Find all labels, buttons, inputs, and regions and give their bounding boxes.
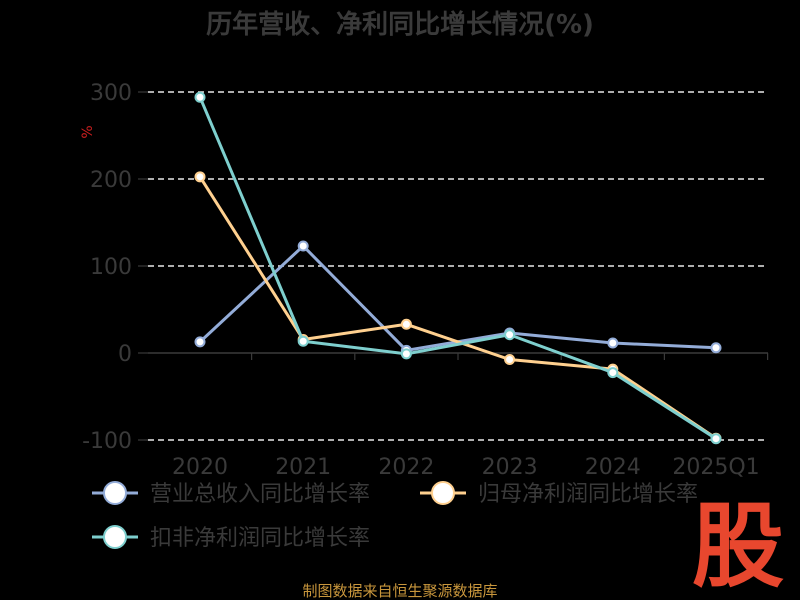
series-1-point <box>710 342 722 354</box>
legend-label: 归母净利润同比增长率 <box>478 482 698 507</box>
series-2-point <box>504 354 516 366</box>
y-tick-label: 0 <box>118 342 132 367</box>
series-layer <box>194 91 722 445</box>
series-1-point <box>297 240 309 252</box>
legend-item-2[interactable]: 归母净利润同比增长率 <box>420 481 698 507</box>
data-source-note: 制图数据来自恒生聚源数据库 <box>302 582 497 600</box>
legend-marker <box>431 481 455 505</box>
x-tick-label: 2025Q1 <box>672 455 759 480</box>
x-tick-label: 2022 <box>378 455 434 480</box>
legend-label: 扣非净利润同比增长率 <box>150 526 370 551</box>
x-axis: 2020 2021 2022 2023 2024 2025Q1 <box>172 353 769 480</box>
y-tick-labels: -100 0 100 200 300 <box>82 81 132 454</box>
y-tick-label: 300 <box>90 81 132 106</box>
series-3-point <box>297 335 309 347</box>
y-tick-label: 100 <box>90 255 132 280</box>
x-tick-label: 2020 <box>172 455 228 480</box>
y-axis-label: % <box>80 125 96 138</box>
grid-lines <box>138 91 768 441</box>
series-2-point <box>194 171 206 183</box>
series-2-point <box>400 318 412 330</box>
logo: 股 <box>692 493 784 600</box>
legend-label: 营业总收入同比增长率 <box>150 482 370 507</box>
series-1-point <box>607 337 619 349</box>
series-3-point <box>504 329 516 341</box>
series-line-3 <box>198 96 717 440</box>
x-tick-label: 2024 <box>585 455 641 480</box>
chart-title: 历年营收、净利同比增长情况(%) <box>206 9 594 40</box>
series-line-2 <box>198 176 717 440</box>
legend-marker <box>103 525 127 549</box>
series-3-point <box>607 367 619 379</box>
y-tick-label: 200 <box>90 168 132 193</box>
series-3-point <box>710 433 722 445</box>
legend-item-3[interactable]: 扣非净利润同比增长率 <box>92 525 370 551</box>
series-3-point <box>194 91 206 103</box>
series-3-point <box>400 348 412 360</box>
x-tick-label: 2023 <box>482 455 538 480</box>
x-tick-label: 2021 <box>275 455 331 480</box>
legend-item-1[interactable]: 营业总收入同比增长率 <box>92 481 370 507</box>
legend-marker <box>103 481 127 505</box>
series-1-point <box>194 336 206 348</box>
y-tick-label: -100 <box>82 429 132 454</box>
